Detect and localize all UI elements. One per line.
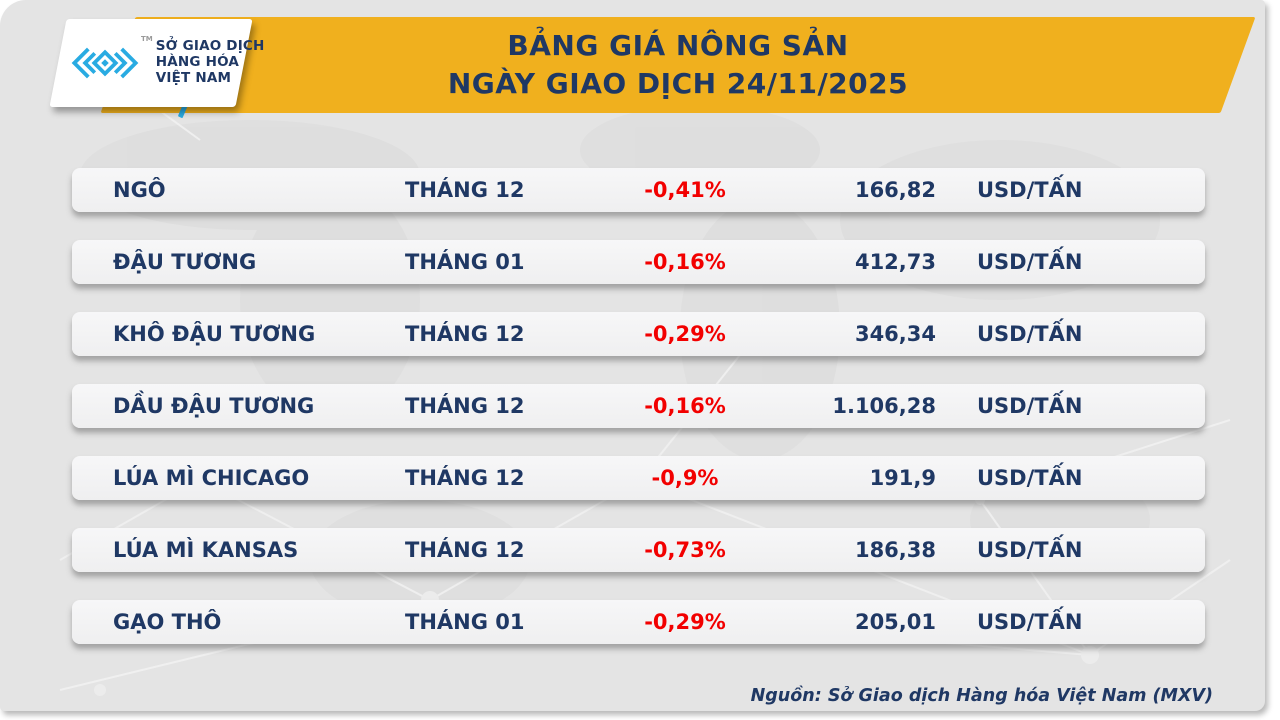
commodity-name: LÚA MÌ KANSAS: [113, 538, 299, 562]
source-note: Nguồn: Sở Giao dịch Hàng hóa Việt Nam (M…: [750, 686, 1213, 706]
logo-text-line3: VIỆT NAM: [155, 69, 232, 86]
price-value: 166,82: [854, 178, 936, 202]
price-value: 412,73: [854, 250, 936, 274]
commodity-name: GẠO THÔ: [113, 610, 222, 634]
price-unit: USD/TẤN: [977, 466, 1083, 490]
contract-month: THÁNG 12: [405, 178, 525, 202]
price-value: 186,38: [854, 538, 936, 562]
price-unit: USD/TẤN: [977, 178, 1083, 202]
price-unit: USD/TẤN: [977, 250, 1083, 274]
contract-month: THÁNG 12: [405, 394, 525, 418]
commodity-name: ĐẬU TƯƠNG: [113, 250, 257, 274]
change-percent: -0,29%: [644, 322, 726, 346]
commodity-name: DẦU ĐẬU TƯƠNG: [113, 394, 315, 418]
commodity-name: NGÔ: [113, 178, 166, 202]
price-unit: USD/TẤN: [977, 610, 1083, 634]
logo-text-line1: SỞ GIAO DỊCH: [155, 38, 265, 55]
table-row: ĐẬU TƯƠNG THÁNG 01 -0,16% 412,73 USD/TẤN: [72, 240, 1205, 284]
contract-month: THÁNG 12: [405, 322, 525, 346]
table-row: GẠO THÔ THÁNG 01 -0,29% 205,01 USD/TẤN: [72, 600, 1205, 644]
price-table: NGÔ THÁNG 12 -0,41% 166,82 USD/TẤN ĐẬU T…: [72, 168, 1205, 672]
change-percent: -0,41%: [644, 178, 726, 202]
change-percent: -0,73%: [644, 538, 726, 562]
mxv-logo-icon: [71, 47, 139, 79]
price-unit: USD/TẤN: [977, 322, 1083, 346]
table-row: KHÔ ĐẬU TƯƠNG THÁNG 12 -0,29% 346,34 USD…: [72, 312, 1205, 356]
contract-month: THÁNG 01: [405, 250, 525, 274]
contract-month: THÁNG 01: [405, 610, 525, 634]
table-row: NGÔ THÁNG 12 -0,41% 166,82 USD/TẤN: [72, 168, 1205, 212]
logo-text-line2: HÀNG HÓA: [155, 54, 240, 71]
price-value: 191,9: [869, 466, 936, 490]
commodity-name: LÚA MÌ CHICAGO: [113, 466, 310, 490]
title-banner: BẢNG GIÁ NÔNG SẢN NGÀY GIAO DỊCH 24/11/2…: [118, 17, 1238, 113]
contract-month: THÁNG 12: [405, 466, 525, 490]
change-percent: -0,16%: [644, 394, 726, 418]
table-row: DẦU ĐẬU TƯƠNG THÁNG 12 -0,16% 1.106,28 U…: [72, 384, 1205, 428]
commodity-name: KHÔ ĐẬU TƯƠNG: [113, 322, 316, 346]
logo-text: SỞ GIAO DỊCH HÀNG HÓA VIỆT NAM: [155, 38, 265, 87]
price-value: 205,01: [854, 610, 936, 634]
trademark-symbol: TM: [141, 35, 153, 43]
price-value: 346,34: [854, 322, 936, 346]
price-unit: USD/TẤN: [977, 538, 1083, 562]
page-title: BẢNG GIÁ NÔNG SẢN NGÀY GIAO DỊCH 24/11/2…: [118, 17, 1238, 113]
price-unit: USD/TẤN: [977, 394, 1083, 418]
page-title-line1: BẢNG GIÁ NÔNG SẢN: [507, 29, 849, 63]
table-row: LÚA MÌ KANSAS THÁNG 12 -0,73% 186,38 USD…: [72, 528, 1205, 572]
mxv-logo: TM SỞ GIAO DỊCH HÀNG HÓA VIỆT NAM: [49, 19, 265, 107]
table-row: LÚA MÌ CHICAGO THÁNG 12 -0,9% 191,9 USD/…: [72, 456, 1205, 500]
page-title-line2: NGÀY GIAO DỊCH 24/11/2025: [447, 67, 909, 100]
background-panel: BẢNG GIÁ NÔNG SẢN NGÀY GIAO DỊCH 24/11/2…: [0, 0, 1265, 711]
change-percent: -0,29%: [644, 610, 726, 634]
contract-month: THÁNG 12: [405, 538, 525, 562]
change-percent: -0,16%: [644, 250, 726, 274]
change-percent: -0,9%: [651, 466, 719, 490]
price-value: 1.106,28: [832, 394, 936, 418]
